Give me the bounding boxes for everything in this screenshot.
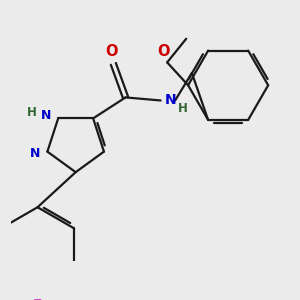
Text: H: H	[27, 106, 37, 119]
Text: N: N	[41, 109, 51, 122]
Text: F: F	[33, 298, 42, 300]
Text: N: N	[30, 147, 40, 160]
Text: H: H	[178, 102, 188, 116]
Text: O: O	[157, 44, 170, 59]
Text: N: N	[165, 94, 177, 107]
Text: O: O	[105, 44, 118, 59]
